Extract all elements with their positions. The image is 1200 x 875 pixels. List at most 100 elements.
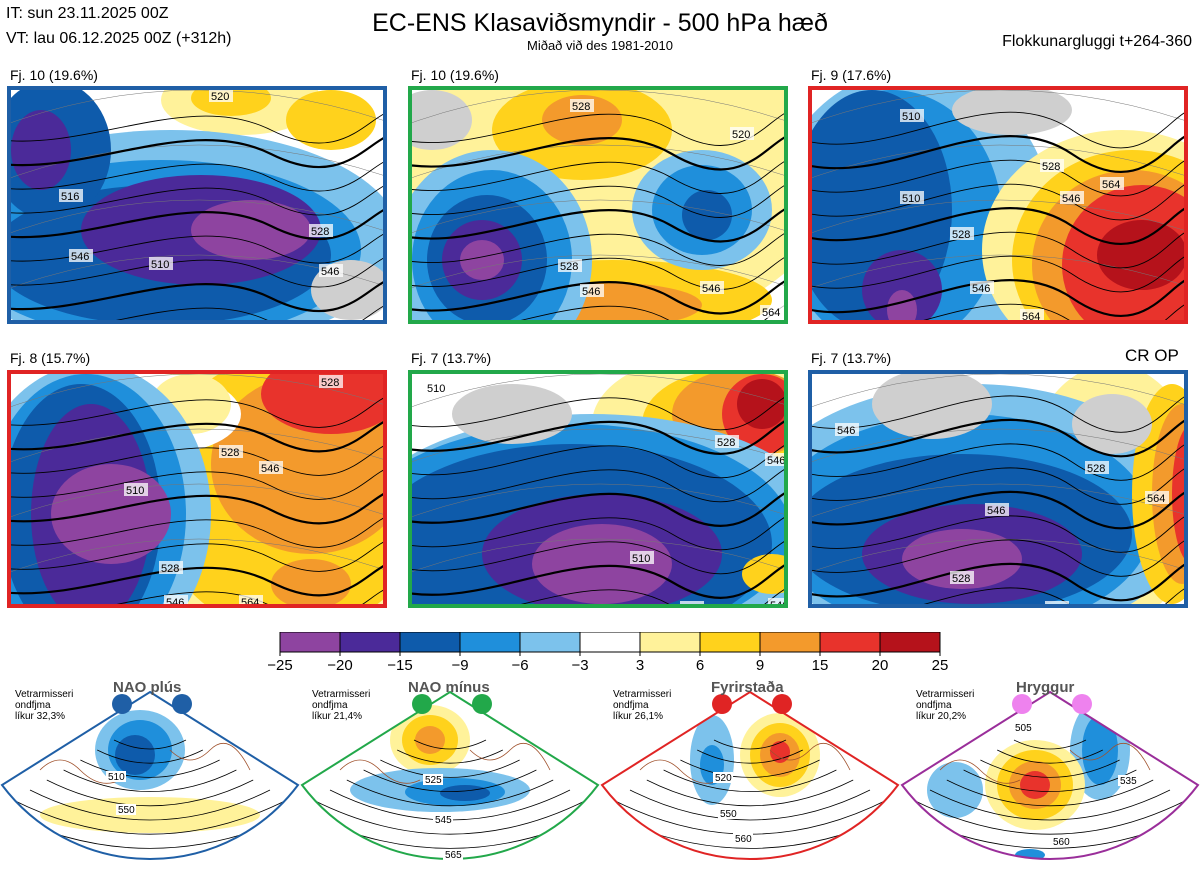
colorbar-tick-label: −15 [387, 657, 412, 674]
colorbar-tick-label: 9 [756, 657, 764, 674]
graticule-line [412, 254, 784, 288]
graticule-line [11, 538, 383, 572]
height-contour [812, 159, 1184, 197]
contour-label-bg [209, 90, 233, 102]
contour-label-bg [149, 257, 173, 270]
regime-marker-dot [772, 694, 792, 714]
panel-4-map: 528 546 528 510 528 546 564 [7, 370, 387, 608]
contour-label-bg [715, 435, 739, 448]
contour-label: 520 [211, 91, 229, 103]
regime-blocking-title: Fyrirstaða [711, 679, 784, 696]
graticule-line [812, 374, 1184, 407]
colorbar-tick-label: 3 [636, 657, 644, 674]
colorbar-tick-label: 15 [812, 657, 829, 674]
height-contour [812, 207, 1184, 245]
colorbar-tick-label: 25 [932, 657, 949, 674]
regime-contour [46, 779, 254, 807]
regime-label-bg [1118, 775, 1138, 786]
height-contour [11, 137, 383, 169]
classification-window: Flokkunargluggi t+264-360 [1002, 33, 1192, 50]
regime-contour [980, 759, 1120, 778]
colorbar-bin [579, 632, 641, 653]
chart-subtitle: Miðað við des 1981-2010 [527, 38, 673, 53]
contour-label: 564 [241, 597, 259, 604]
contour-label-bg [1085, 461, 1109, 474]
regime-anomaly [440, 785, 490, 801]
contour-label: 510 [151, 259, 169, 271]
panel-6-map: 528 546 546 564 528 546 [808, 370, 1188, 608]
regime-anomaly [115, 735, 155, 775]
regime-marker-dot [712, 694, 732, 714]
panel-4-svg: 528 546 528 510 528 546 564 [11, 374, 383, 604]
colorbar-bin [699, 632, 761, 653]
colorbar-bin [819, 632, 881, 653]
regime-contour [1013, 739, 1087, 750]
regime-contour [697, 749, 803, 764]
contour-label: 528 [717, 437, 735, 449]
contour-label-bg [259, 461, 283, 474]
height-contour [412, 185, 784, 218]
contour-label-bg [59, 189, 83, 202]
regime-outline [900, 690, 1200, 860]
colorbar: −25 −20 −15 −9 −6 −3 3 6 9 15 20 25 [267, 632, 949, 674]
panel-5-map: 510 528 546 510 528 546 [408, 370, 788, 608]
height-contour [412, 161, 784, 194]
contour-label: 528 [221, 447, 239, 459]
graticule-line [11, 199, 383, 233]
contour-label-bg [239, 595, 263, 604]
regime-anomaly [927, 762, 983, 818]
panel-5-svg: 510 528 546 510 528 546 [412, 374, 784, 604]
chart-title: EC-ENS Klasaviðsmyndir - 500 hPa hæð [372, 9, 828, 37]
regime-contour-label: 545 [435, 815, 452, 826]
contour-label: 510 [902, 193, 920, 205]
regime-anomaly [1082, 715, 1118, 785]
contour-label: 528 [161, 563, 179, 575]
graticule-line [412, 374, 784, 407]
height-contour [412, 469, 784, 503]
contour-label-bg [309, 224, 333, 237]
panel-5-label: Fj. 7 (13.7%) [411, 350, 492, 366]
init-time: IT: sun 23.11.2025 00Z [6, 5, 169, 22]
contour-label-bg [1145, 491, 1169, 504]
regime-label-bg [718, 808, 738, 819]
regime-contour-label: 550 [118, 805, 135, 816]
regime-nao-minus-map: 525 545 565 [300, 690, 600, 861]
contour-label-bg [680, 601, 704, 604]
height-contour [812, 111, 1184, 149]
regime-contour [363, 769, 537, 792]
regime-contour [13, 799, 287, 835]
regime-contour [63, 769, 237, 792]
regime-contour-label: 535 [1120, 776, 1137, 787]
contour-label: 546 [767, 455, 784, 467]
coastline [339, 743, 551, 784]
graticule-line [11, 254, 383, 288]
regime-nao-plus-note: Vetrarmisseri ondfjma líkur 32,3% [15, 689, 74, 722]
height-contour [412, 136, 784, 171]
anomaly-field [742, 554, 784, 594]
anomaly-field [542, 95, 622, 145]
height-contour [11, 469, 383, 500]
regime-anomaly [1020, 771, 1050, 799]
colorbar-tick-label: 20 [872, 657, 889, 674]
height-contour [812, 539, 1184, 577]
contour-label-bg [558, 259, 582, 272]
regime-contour [929, 789, 1171, 821]
coastline [39, 743, 251, 784]
regime-contour-label: 520 [715, 773, 732, 784]
contour-label: 546 [702, 283, 720, 295]
contour-label: 516 [61, 191, 79, 203]
contour-label: 546 [987, 505, 1005, 517]
regime-ridge-map: 505 535 560 [900, 690, 1200, 860]
contour-label: 546 [972, 283, 990, 295]
height-contour [11, 541, 383, 572]
cr-op-label: CR OP [1125, 346, 1179, 365]
coastline [939, 743, 1151, 784]
contour-label-bg [164, 595, 188, 604]
graticule-line [812, 538, 1184, 572]
contour-label: 528 [1087, 463, 1105, 475]
height-contour [812, 490, 1184, 530]
regime-label-bg [106, 771, 126, 782]
regime-nao-minus-note: Vetrarmisseri ondfjma líkur 21,4% [312, 689, 371, 722]
graticule-line [812, 483, 1184, 517]
contour-label-bg [1040, 159, 1064, 172]
